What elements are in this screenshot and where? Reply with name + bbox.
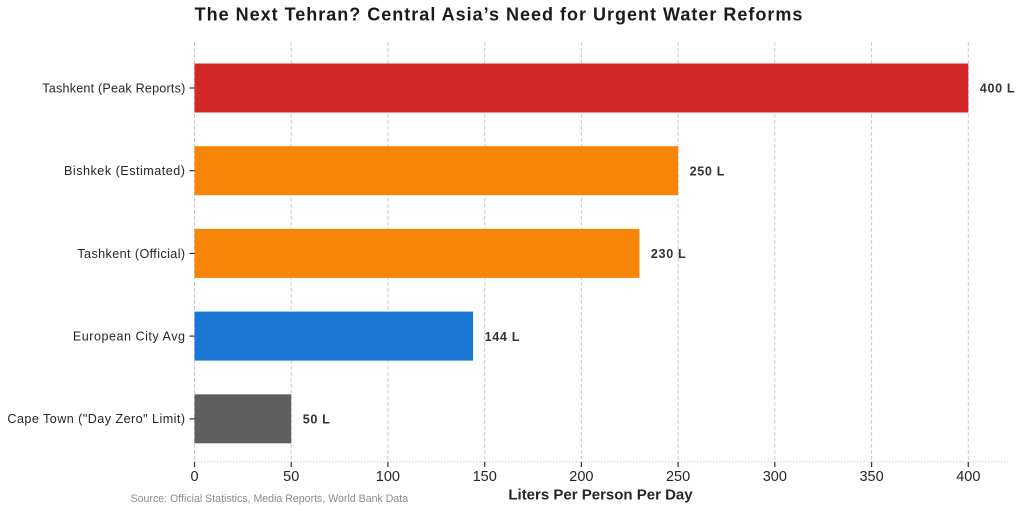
svg-text:50 L: 50 L — [303, 413, 331, 427]
svg-text:200: 200 — [569, 469, 593, 485]
svg-text:400: 400 — [956, 469, 980, 485]
svg-text:Tashkent (Peak Reports): Tashkent (Peak Reports) — [42, 81, 185, 95]
svg-text:230 L: 230 L — [651, 247, 686, 261]
svg-text:100: 100 — [376, 469, 400, 485]
svg-text:250: 250 — [666, 469, 690, 485]
svg-text:Cape Town ("Day Zero" Limit): Cape Town ("Day Zero" Limit) — [7, 412, 185, 426]
svg-text:144 L: 144 L — [485, 330, 520, 344]
svg-text:0: 0 — [190, 469, 198, 485]
svg-text:Bishkek (Estimated): Bishkek (Estimated) — [64, 164, 185, 178]
svg-text:150: 150 — [473, 469, 497, 485]
svg-text:300: 300 — [763, 469, 787, 485]
svg-text:400 L: 400 L — [980, 82, 1015, 96]
svg-text:350: 350 — [859, 469, 883, 485]
svg-text:Liters Per Person Per Day: Liters Per Person Per Day — [508, 486, 693, 503]
svg-text:250 L: 250 L — [690, 164, 725, 178]
svg-text:The Next Tehran? Central Asia’: The Next Tehran? Central Asia’s Need for… — [195, 5, 804, 25]
svg-text:European City Avg: European City Avg — [73, 330, 186, 344]
svg-text:Tashkent (Official): Tashkent (Official) — [77, 247, 185, 261]
svg-text:Source: Official Statistics, M: Source: Official Statistics, Media Repor… — [131, 493, 409, 505]
svg-text:50: 50 — [283, 469, 299, 485]
